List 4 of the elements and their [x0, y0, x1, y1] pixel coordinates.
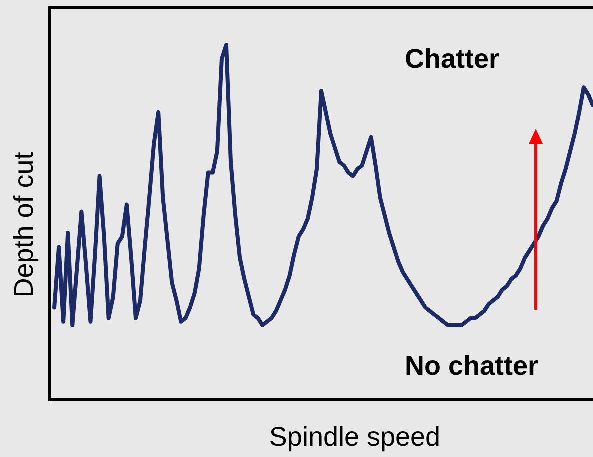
annotation: Chatter	[405, 44, 500, 74]
x-axis-title: Spindle speed	[269, 422, 441, 452]
annotation: No chatter	[405, 351, 540, 381]
y-axis-title: Depth of cut	[9, 152, 39, 298]
